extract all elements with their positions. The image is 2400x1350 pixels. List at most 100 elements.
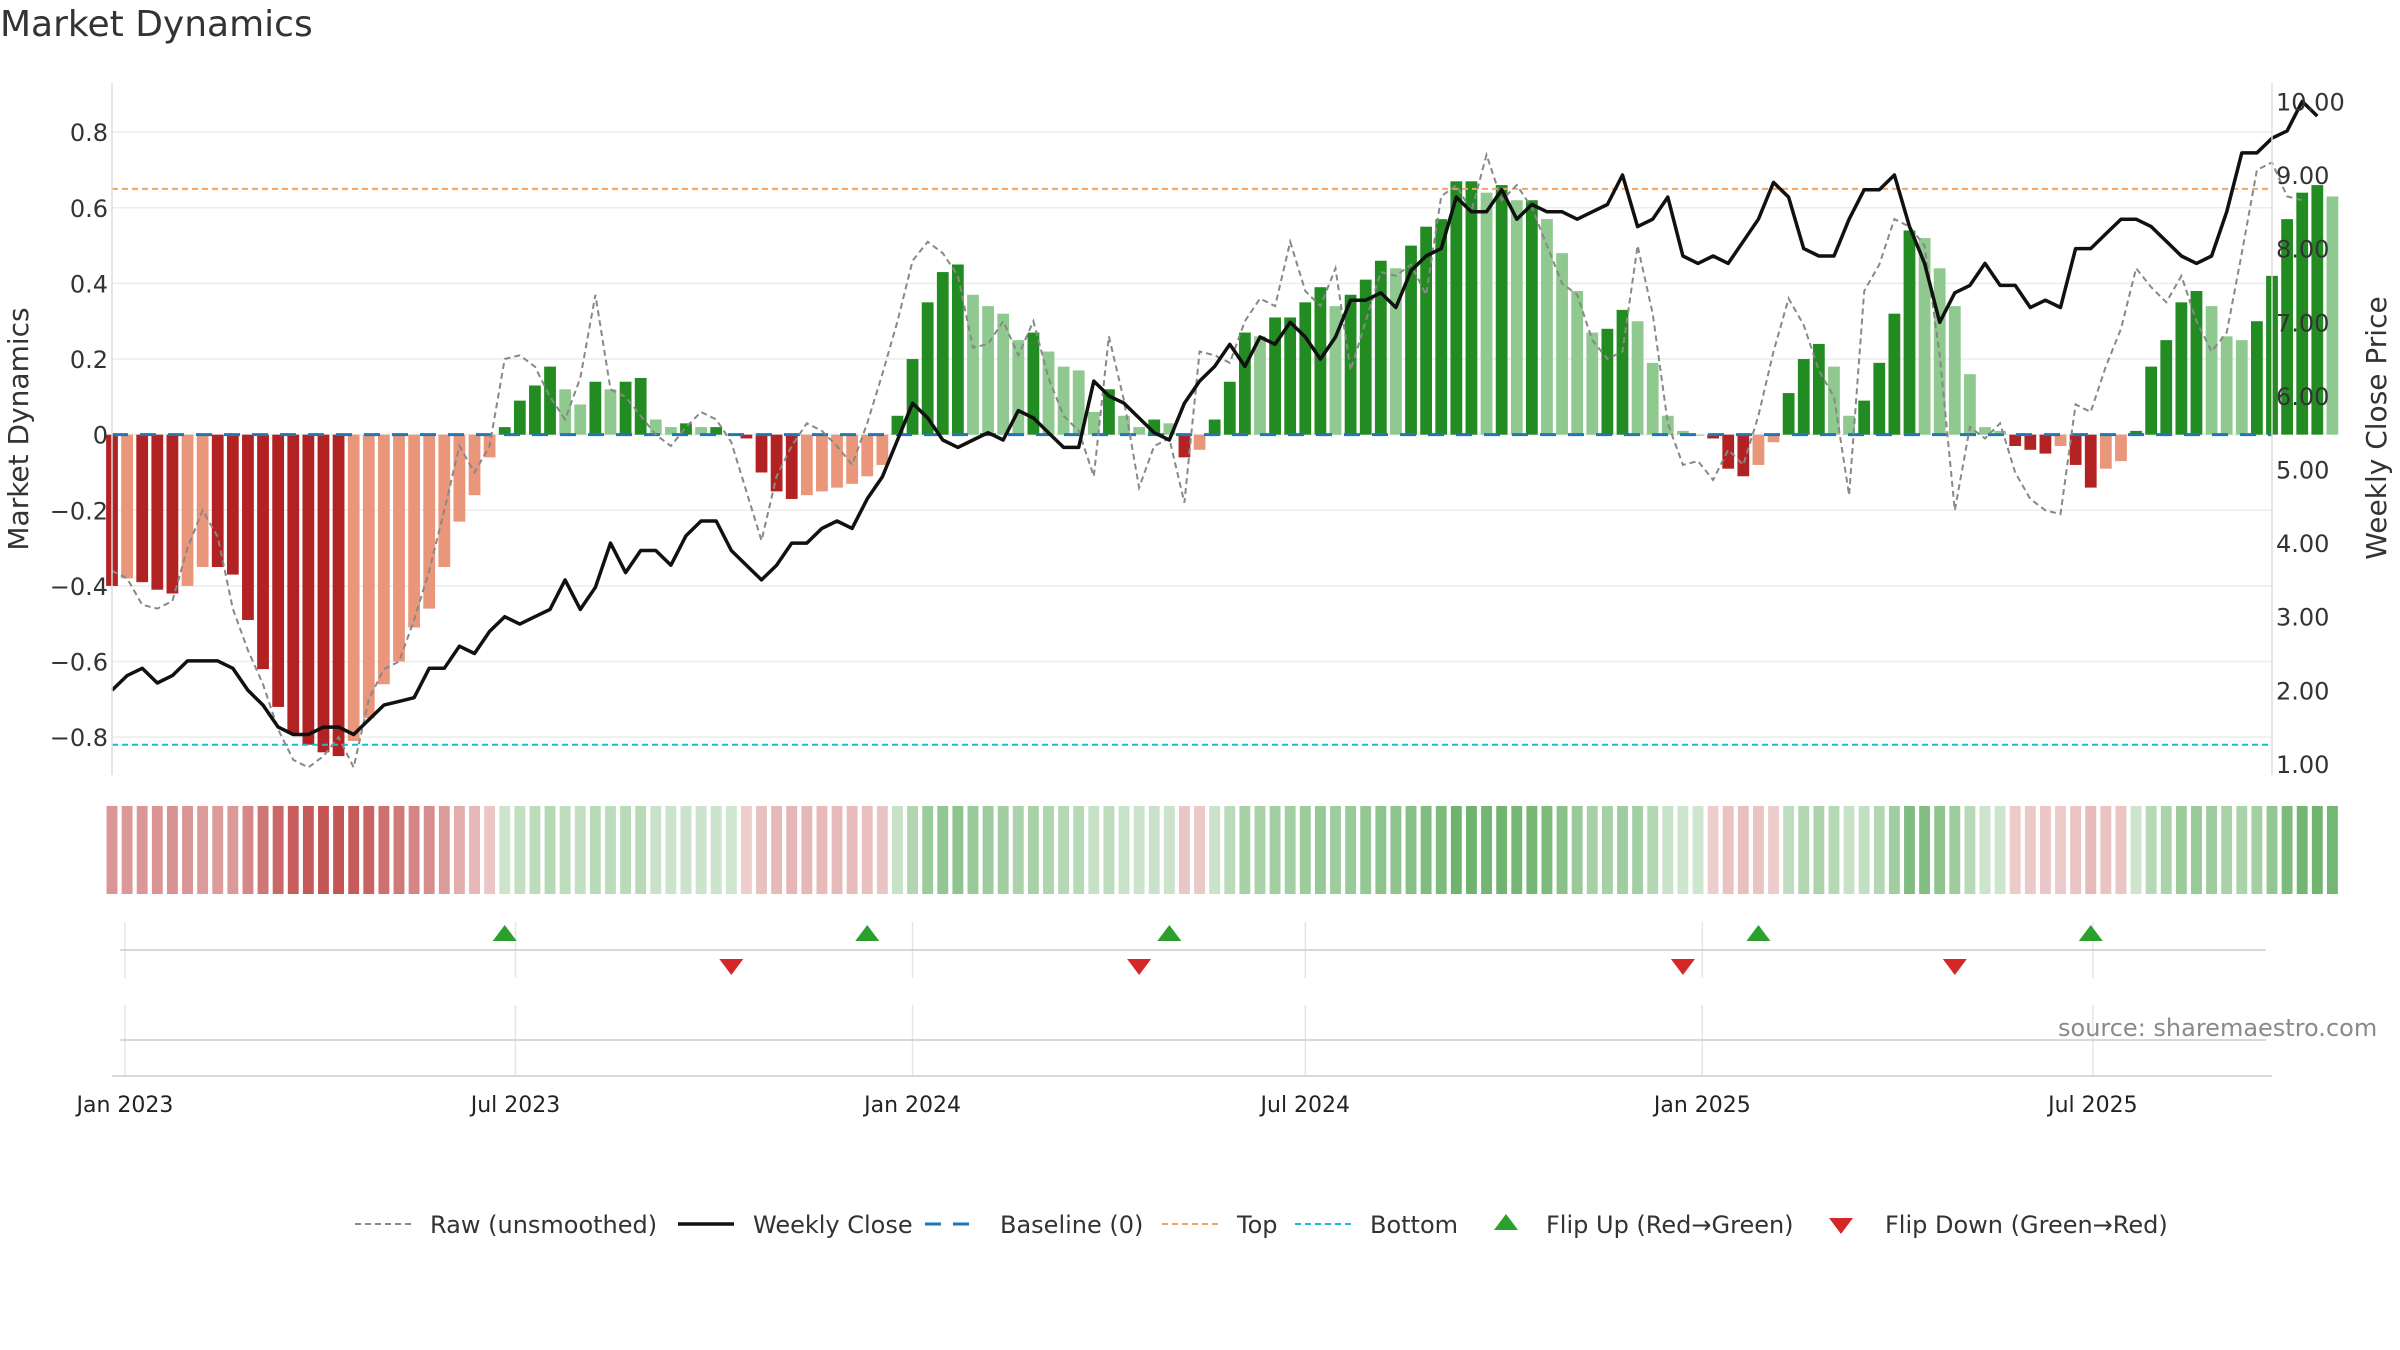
strip-cell: [2055, 806, 2066, 894]
raw-line: [111, 151, 2303, 771]
bar: [1072, 370, 1085, 435]
strip-cell: [786, 806, 798, 894]
bar: [982, 306, 994, 435]
bar: [544, 366, 556, 435]
strip-cell: [1420, 806, 1432, 894]
strip-cell: [861, 806, 873, 894]
right-tick-label: 8.00: [2276, 236, 2329, 264]
bar: [1858, 400, 1871, 435]
strip-cell: [1571, 806, 1583, 894]
strip-cell: [922, 806, 934, 894]
bar: [1903, 230, 1916, 435]
flip-down-marker: [1942, 959, 1967, 975]
bar: [2251, 321, 2263, 435]
strip-cell: [2039, 806, 2051, 894]
bar: [846, 434, 859, 484]
bar: [1254, 336, 1266, 435]
bar: [1012, 340, 1025, 435]
flip-up-marker: [492, 925, 517, 941]
bar: [1027, 332, 1040, 435]
strip-cell: [2206, 806, 2218, 894]
right-tick-label: 7.00: [2276, 309, 2329, 337]
bar: [2069, 434, 2082, 465]
bar: [1525, 200, 1538, 435]
bar: [1359, 279, 1372, 435]
strip-cell: [1617, 806, 1628, 894]
bars: [106, 181, 2339, 757]
bar: [257, 434, 269, 670]
bar: [1193, 434, 1206, 450]
strip-cell: [408, 806, 420, 894]
bar: [1843, 415, 1855, 435]
strip-cell: [1224, 806, 1236, 894]
strip-cell: [892, 806, 903, 894]
strip-cell: [1707, 806, 1719, 894]
bar: [1571, 290, 1584, 435]
legend-label: Bottom: [1370, 1211, 1458, 1239]
bar: [211, 434, 224, 568]
x-tick-label: Jul 2025: [2046, 1093, 2138, 1118]
left-tick-label: −0.6: [50, 649, 108, 677]
bar: [2281, 219, 2293, 435]
bar: [559, 389, 572, 435]
x-axis: Jan 2023 Jul 2023 Jan 2024 Jul 2024 Jan 2025…: [74, 1075, 2272, 1118]
strip-cell: [1103, 806, 1115, 894]
strip-cell: [1949, 806, 1961, 894]
right-tick-label: 1.00: [2276, 751, 2329, 779]
bar: [936, 272, 949, 435]
left-tick-label: 0.2: [70, 346, 108, 374]
strip-cell: [287, 806, 299, 894]
strip-cell: [212, 806, 224, 894]
strip-cell: [982, 806, 994, 894]
bar: [1223, 381, 1236, 435]
strip-cell: [2100, 806, 2112, 894]
bar: [166, 434, 179, 594]
bar: [1782, 393, 1795, 435]
bar: [2175, 302, 2188, 435]
chart-title: Market Dynamics: [0, 4, 313, 45]
right-tick-label: 4.00: [2276, 530, 2329, 558]
bar: [151, 434, 164, 590]
strip-cell: [1752, 806, 1764, 894]
strip-cell: [1904, 806, 1915, 894]
strip-cell: [1360, 806, 1372, 894]
bar: [317, 434, 330, 753]
bar: [438, 434, 451, 568]
strip-cell: [1284, 806, 1296, 894]
bar: [1541, 219, 1553, 435]
bar: [1737, 434, 1750, 477]
strip-cell: [469, 806, 480, 894]
strip-cell: [2236, 806, 2248, 894]
strip-cell: [378, 806, 390, 894]
strip-cell: [1254, 806, 1266, 894]
strip-cell: [2251, 806, 2263, 894]
strip-cell: [272, 806, 284, 894]
strip-cell: [1919, 806, 1931, 894]
series-lines: [110, 99, 2319, 771]
bar: [1692, 434, 1704, 436]
strip-cell: [166, 806, 178, 894]
strip-cell: [121, 806, 133, 894]
strip-cell: [680, 806, 692, 894]
strip-cell: [2160, 806, 2172, 894]
strip-cell: [907, 806, 918, 894]
strip-cell: [559, 806, 571, 894]
strip-cell: [423, 806, 435, 894]
bar: [1677, 430, 1689, 435]
strip-cell: [1979, 806, 1991, 894]
bar: [2054, 434, 2067, 447]
bar: [695, 427, 707, 435]
strip-cell: [1541, 806, 1553, 894]
strip-cell: [2115, 806, 2127, 894]
bar: [513, 400, 526, 435]
right-axis-title: Weekly Close Price: [2360, 296, 2393, 559]
strip-cell: [1088, 806, 1100, 894]
strip-cell: [1345, 806, 1357, 894]
bar: [770, 434, 783, 492]
strip-cell: [2281, 806, 2293, 894]
bar: [1178, 434, 1191, 458]
right-tick-label: 2.00: [2276, 677, 2329, 705]
strip-cell: [1405, 806, 1417, 894]
legend: Raw (unsmoothed) Weekly Close Baseline (0)…: [355, 1211, 2168, 1239]
strip-cell: [106, 806, 118, 894]
